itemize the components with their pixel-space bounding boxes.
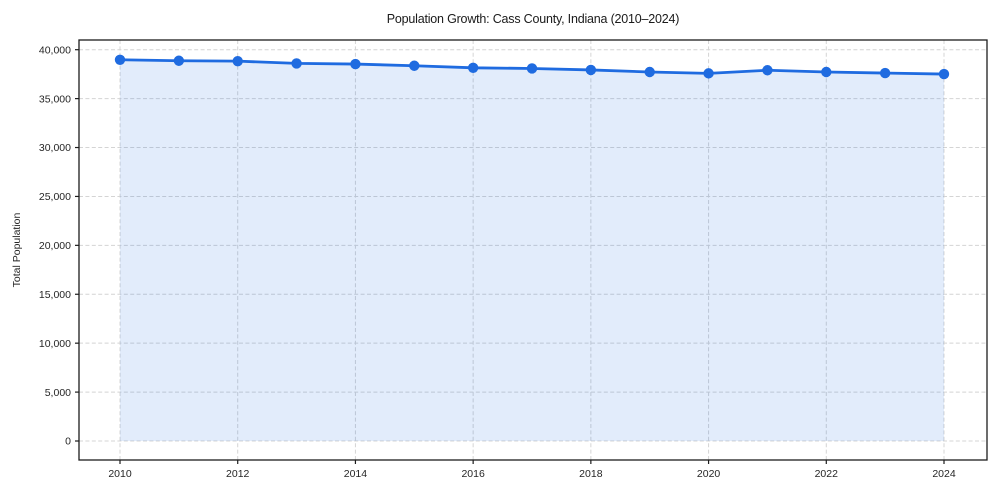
data-point	[409, 60, 420, 71]
data-point	[938, 68, 950, 80]
data-point	[526, 63, 538, 74]
data-point	[114, 54, 126, 65]
data-point	[821, 66, 832, 78]
area-fill	[120, 59, 944, 442]
data-point	[585, 64, 597, 76]
y-tick-label: 35,000	[39, 93, 71, 105]
x-tick-label: 2014	[344, 468, 368, 480]
x-tick-label: 2018	[579, 468, 603, 480]
data-point	[703, 68, 714, 79]
data-point	[291, 58, 302, 69]
data-point	[879, 67, 891, 79]
y-tick-label: 10,000	[39, 338, 71, 350]
y-tick-label: 30,000	[39, 142, 71, 154]
data-point	[350, 58, 361, 70]
x-tick-label: 2022	[815, 468, 839, 480]
x-tick-label: 2016	[461, 468, 485, 480]
data-point	[173, 55, 185, 66]
y-tick-label: 5,000	[45, 387, 71, 399]
data-point	[644, 66, 655, 78]
chart-title: Population Growth: Cass County, Indiana …	[386, 12, 680, 26]
y-tick-label: 20,000	[39, 240, 71, 252]
x-tick-label: 2024	[932, 468, 956, 480]
x-tick-label: 2012	[226, 468, 250, 480]
x-tick-label: 2020	[697, 468, 721, 480]
plot-border	[78, 39, 988, 461]
data-point	[232, 55, 243, 67]
y-tick-label: 15,000	[39, 289, 71, 301]
data-point	[762, 65, 773, 76]
data-point	[467, 62, 479, 73]
y-tick-label: 25,000	[39, 191, 71, 203]
y-tick-label: 0	[65, 436, 71, 448]
y-tick-label: 40,000	[39, 44, 71, 56]
x-tick-label: 2010	[108, 468, 132, 480]
